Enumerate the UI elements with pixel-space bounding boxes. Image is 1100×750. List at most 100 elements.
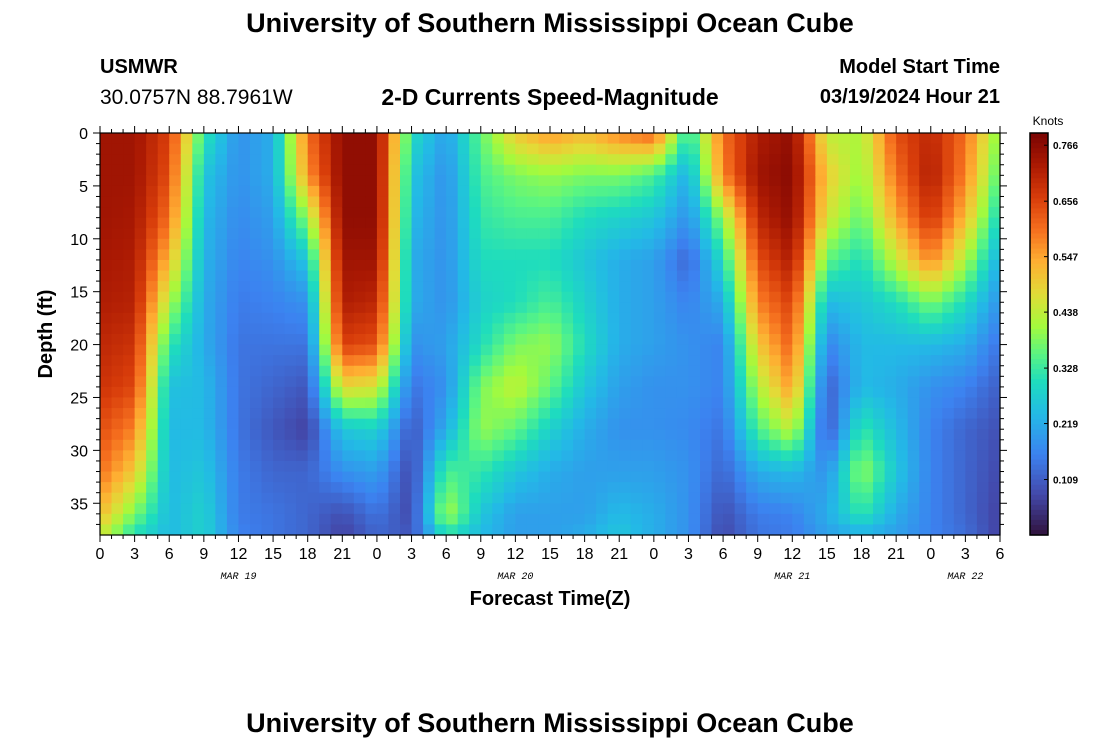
heatmap-cell — [769, 471, 782, 483]
heatmap-cell — [769, 291, 782, 303]
heatmap-cell — [365, 460, 378, 473]
heatmap-cell — [976, 429, 990, 441]
heatmap-cell — [550, 312, 563, 325]
heatmap-cell — [423, 471, 436, 483]
heatmap-cell — [180, 217, 193, 229]
y-tick-label: 20 — [70, 338, 88, 355]
heatmap-cell — [803, 471, 816, 483]
colorbar-segment — [1030, 163, 1048, 169]
heatmap-cell — [826, 344, 840, 356]
heatmap-cell — [423, 429, 436, 441]
heatmap-cell — [261, 524, 274, 536]
heatmap-cell — [596, 386, 609, 399]
heatmap-cell — [676, 133, 690, 145]
heatmap-cell — [942, 164, 955, 176]
heatmap-cell — [838, 386, 851, 399]
heatmap-cell — [100, 249, 113, 261]
heatmap-cell — [561, 302, 574, 314]
heatmap-cell — [203, 259, 216, 272]
heatmap-cell — [400, 334, 413, 346]
heatmap-cell — [907, 228, 920, 240]
heatmap-cell — [353, 302, 366, 314]
heatmap-cell — [734, 259, 747, 272]
heatmap-cell — [873, 249, 886, 261]
heatmap-cell — [503, 228, 516, 240]
heatmap-cell — [111, 164, 124, 176]
heatmap-cell — [919, 249, 932, 261]
heatmap-cell — [238, 291, 251, 303]
heatmap-cell — [561, 323, 574, 335]
heatmap-cell — [965, 270, 978, 282]
heatmap-cell — [134, 175, 147, 187]
heatmap-cell — [815, 249, 828, 261]
heatmap-cell — [330, 450, 343, 462]
heatmap-cell — [780, 143, 793, 155]
colorbar-segment — [1030, 389, 1048, 395]
heatmap-cell — [930, 355, 943, 367]
heatmap-cell — [896, 228, 909, 240]
heatmap-cell — [780, 154, 793, 166]
heatmap-cell — [307, 270, 320, 282]
heatmap-cell — [123, 217, 136, 229]
heatmap-cell — [319, 386, 332, 399]
heatmap-cell — [480, 323, 493, 335]
heatmap-cell — [873, 450, 886, 462]
heatmap-cell — [873, 175, 886, 187]
heatmap-cell — [146, 450, 159, 462]
heatmap-cell — [573, 249, 586, 261]
heatmap-cell — [976, 355, 990, 367]
heatmap-cell — [596, 302, 609, 314]
heatmap-cell — [515, 312, 528, 325]
heatmap-cell — [411, 228, 424, 240]
heatmap-cell — [123, 196, 136, 208]
heatmap-cell — [353, 355, 366, 367]
heatmap-cell — [469, 238, 482, 250]
heatmap-cell — [123, 450, 136, 462]
heatmap-cell — [976, 217, 990, 229]
heatmap-cell — [653, 386, 666, 399]
heatmap-cell — [988, 154, 1001, 166]
heatmap-cell — [515, 185, 528, 198]
heatmap-cell — [653, 143, 666, 155]
heatmap-cell — [180, 291, 193, 303]
heatmap-cell — [123, 143, 136, 155]
heatmap-cell — [861, 376, 874, 388]
heatmap-cell — [769, 302, 782, 314]
heatmap-cell — [642, 175, 655, 187]
heatmap-cell — [469, 196, 482, 208]
heatmap-cell — [261, 238, 274, 250]
heatmap-cell — [573, 175, 586, 187]
heatmap-cell — [607, 175, 620, 187]
heatmap-cell — [780, 207, 793, 219]
colorbar-segment — [1030, 228, 1048, 235]
heatmap-cell — [746, 513, 759, 526]
heatmap-cell — [965, 408, 978, 420]
heatmap-cell — [803, 143, 816, 155]
heatmap-cell — [561, 429, 574, 441]
heatmap-cell — [573, 270, 586, 282]
heatmap-cell — [665, 524, 678, 536]
heatmap-cell — [111, 418, 124, 430]
heatmap-cell — [930, 386, 943, 399]
heatmap-cell — [988, 503, 1001, 515]
heatmap-cell — [584, 408, 597, 420]
heatmap-cell — [111, 302, 124, 314]
heatmap-cell — [838, 185, 851, 198]
heatmap-cell — [746, 334, 759, 346]
heatmap-cell — [123, 164, 136, 176]
heatmap-cell — [757, 439, 770, 451]
heatmap-cell — [584, 164, 597, 176]
heatmap-cell — [815, 133, 828, 145]
heatmap-cell — [226, 450, 240, 462]
heatmap-cell — [700, 344, 713, 356]
heatmap-cell — [261, 185, 274, 198]
heatmap-cell — [250, 471, 263, 483]
heatmap-cell — [896, 524, 909, 536]
colorbar-segment — [1030, 133, 1048, 139]
y-tick-label: 25 — [70, 390, 88, 407]
heatmap-cell — [146, 524, 159, 536]
heatmap-cell — [723, 228, 736, 240]
heatmap-cell — [515, 238, 528, 250]
heatmap-cell — [342, 513, 355, 526]
heatmap-cell — [780, 185, 793, 198]
